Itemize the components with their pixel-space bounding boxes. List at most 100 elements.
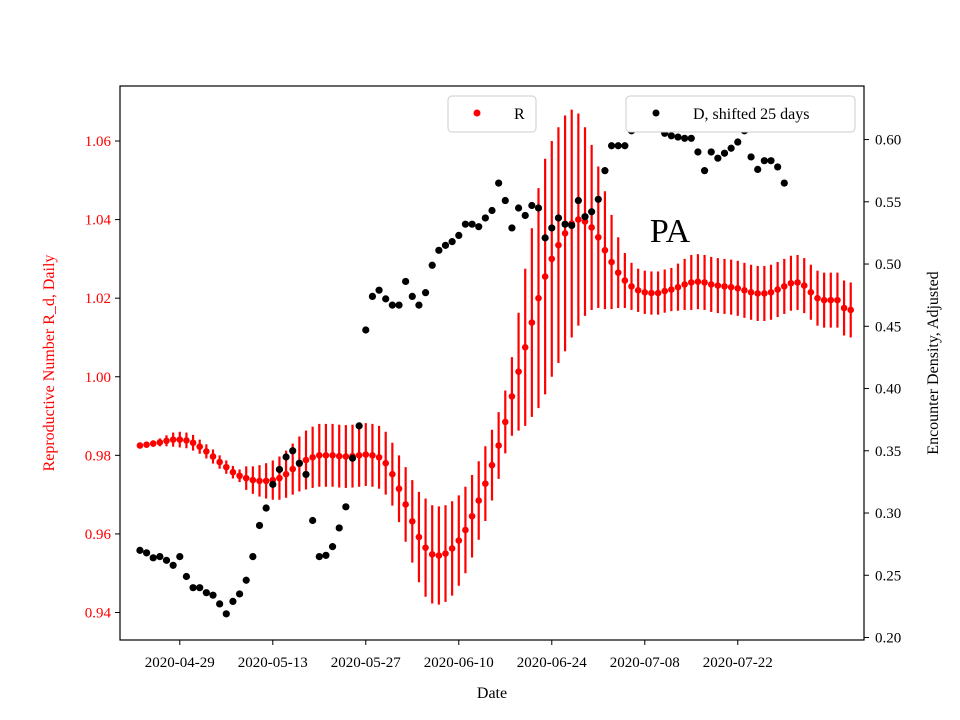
r-point (548, 255, 556, 263)
r-point (402, 501, 409, 508)
left-tick-label: 1.02 (85, 291, 111, 307)
d-point (495, 179, 503, 187)
r-point (767, 288, 775, 296)
d-point (222, 610, 230, 618)
d-point (182, 572, 191, 581)
r-point (276, 474, 283, 482)
d-point (162, 556, 171, 564)
r-point (701, 279, 708, 286)
left-tick-label: 1.04 (85, 213, 112, 229)
d-point (521, 211, 529, 220)
d-point (694, 148, 702, 156)
r-point (335, 452, 343, 460)
r-point (369, 452, 376, 459)
d-point (594, 195, 602, 203)
r-point (462, 526, 469, 534)
r-point (608, 258, 615, 266)
d-point (421, 289, 430, 297)
r-point (780, 283, 788, 290)
d-point (687, 134, 695, 142)
legend-d-marker (652, 109, 660, 117)
d-point (295, 459, 303, 467)
d-point (767, 157, 775, 165)
d-point (461, 220, 470, 228)
r-point (136, 442, 144, 449)
x-tick-label: 2020-07-22 (703, 655, 773, 671)
r-point (648, 289, 655, 297)
d-point (554, 214, 563, 222)
r-point (528, 319, 536, 326)
d-point (408, 292, 416, 300)
left-tick-label: 0.96 (85, 527, 112, 543)
d-point (209, 591, 217, 599)
d-point (488, 206, 496, 215)
d-point (534, 204, 543, 212)
r-point (594, 233, 602, 241)
right-tick-label: 0.35 (875, 444, 901, 460)
legend-d-box (625, 95, 856, 133)
d-point (342, 503, 350, 511)
legend-r-label: R (514, 106, 525, 123)
d-point (601, 167, 609, 175)
right-tick-label: 0.45 (875, 319, 901, 335)
plot-area (120, 86, 864, 640)
r-point (774, 286, 781, 293)
r-point (389, 470, 396, 478)
r-point (834, 296, 841, 304)
d-point (362, 326, 370, 334)
d-point (189, 584, 197, 592)
r-point (289, 465, 297, 473)
r-point (621, 277, 629, 284)
legend-r-box (447, 95, 537, 133)
left-axis-title: Reproductive Number R_d, Daily (41, 255, 58, 472)
r-point (222, 463, 230, 471)
d-point (514, 204, 523, 212)
x-tick-label: 2020-06-24 (517, 655, 587, 671)
r-point (668, 286, 675, 293)
d-point (348, 454, 357, 462)
r-point (628, 283, 635, 290)
d-point (448, 238, 456, 246)
r-point (282, 470, 290, 478)
r-point (614, 269, 622, 276)
r-point (242, 474, 250, 482)
r-point (475, 497, 483, 504)
right-tick-label: 0.30 (875, 506, 901, 522)
r-point (355, 452, 363, 459)
r-point (754, 290, 762, 297)
r-point (408, 518, 416, 525)
r-point (495, 442, 502, 449)
r-point (814, 294, 821, 302)
right-axis-ticks: 0.20 0.25 0.30 0.35 0.40 0.45 0.50 0.55 0.60 (864, 133, 901, 647)
r-point (794, 279, 801, 286)
d-point (700, 167, 709, 175)
d-point (282, 453, 290, 461)
r-point (163, 437, 170, 445)
r-point (455, 537, 463, 544)
d-point (289, 447, 297, 455)
d-point (774, 163, 782, 171)
d-point (747, 153, 755, 161)
r-point (747, 288, 755, 296)
r-point (342, 453, 350, 460)
x-tick-label: 2020-05-27 (331, 655, 401, 671)
d-point (428, 261, 436, 269)
r-point (442, 550, 449, 557)
r-point (422, 544, 429, 551)
left-tick-label: 0.94 (85, 605, 112, 621)
x-tick-label: 2020-04-29 (145, 655, 215, 671)
left-tick-label: 1.00 (85, 370, 111, 386)
r-point (395, 485, 403, 493)
r-point (482, 480, 489, 487)
r-point (827, 296, 835, 304)
r-point (681, 281, 688, 288)
r-point (256, 477, 263, 485)
r-point (807, 288, 815, 296)
d-point (481, 214, 489, 222)
d-point (229, 597, 237, 606)
r-point (840, 304, 848, 312)
r-point (734, 285, 742, 292)
d-point (780, 179, 788, 187)
d-point (302, 470, 310, 479)
d-point (415, 301, 423, 309)
